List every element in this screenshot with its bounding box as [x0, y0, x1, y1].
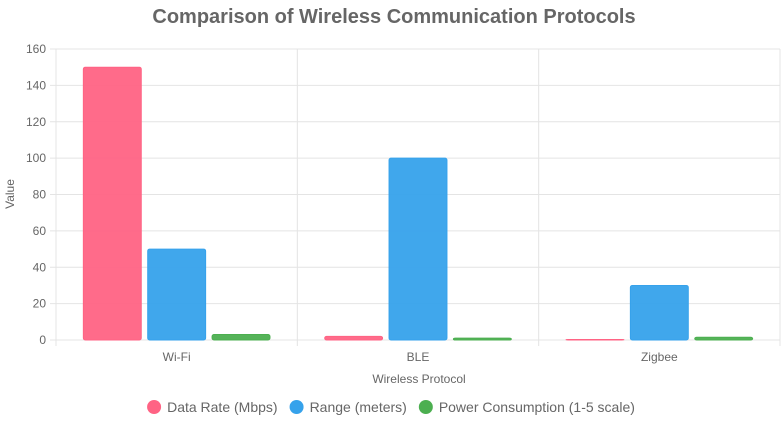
legend-item[interactable]: Data Rate (Mbps)	[147, 399, 278, 415]
bar-wi-fi-0[interactable]	[82, 66, 142, 341]
y-tick-label: 20	[33, 297, 47, 311]
legend-swatch	[147, 400, 162, 414]
bar-ble-0[interactable]	[324, 335, 384, 341]
y-tick-label: 160	[26, 42, 46, 56]
legend-label: Data Rate (Mbps)	[167, 399, 277, 415]
legend-label: Power Consumption (1-5 scale)	[439, 399, 635, 415]
y-tick-label: 60	[33, 224, 47, 238]
bar-zigbee-1[interactable]	[629, 284, 689, 341]
y-tick-label: 80	[33, 188, 47, 202]
bar-zigbee-2[interactable]	[694, 336, 754, 341]
legend-item[interactable]: Power Consumption (1-5 scale)	[418, 399, 635, 415]
tick-labels: 0 20 40 60 80 100 120 140 160 Wi-Fi BLE Zigbee	[26, 42, 678, 364]
y-axis-label: Value	[3, 179, 17, 209]
bars	[82, 66, 754, 341]
y-tick-label: 140	[26, 78, 46, 92]
bar-wi-fi-2[interactable]	[211, 334, 271, 341]
chart-title: Comparison of Wireless Communication Pro…	[152, 6, 635, 28]
legend-swatch	[289, 400, 304, 414]
y-tick-label: 0	[39, 333, 46, 347]
x-axis-label: Wireless Protocol	[372, 372, 465, 386]
legend: Data Rate (Mbps) Range (meters) Power Cons…	[147, 399, 635, 415]
bar-wi-fi-1[interactable]	[147, 248, 207, 341]
bar-ble-2[interactable]	[452, 337, 512, 341]
x-tick-label: BLE	[407, 350, 430, 364]
legend-swatch	[418, 400, 433, 414]
x-tick-label: Zigbee	[641, 350, 678, 364]
x-tick-label: Wi-Fi	[163, 350, 191, 364]
legend-label: Range (meters)	[310, 399, 407, 415]
legend-item[interactable]: Range (meters)	[289, 399, 407, 415]
y-tick-label: 120	[26, 115, 46, 129]
y-tick-label: 100	[26, 151, 46, 165]
y-tick-label: 40	[33, 260, 47, 274]
bar-ble-1[interactable]	[388, 157, 448, 341]
